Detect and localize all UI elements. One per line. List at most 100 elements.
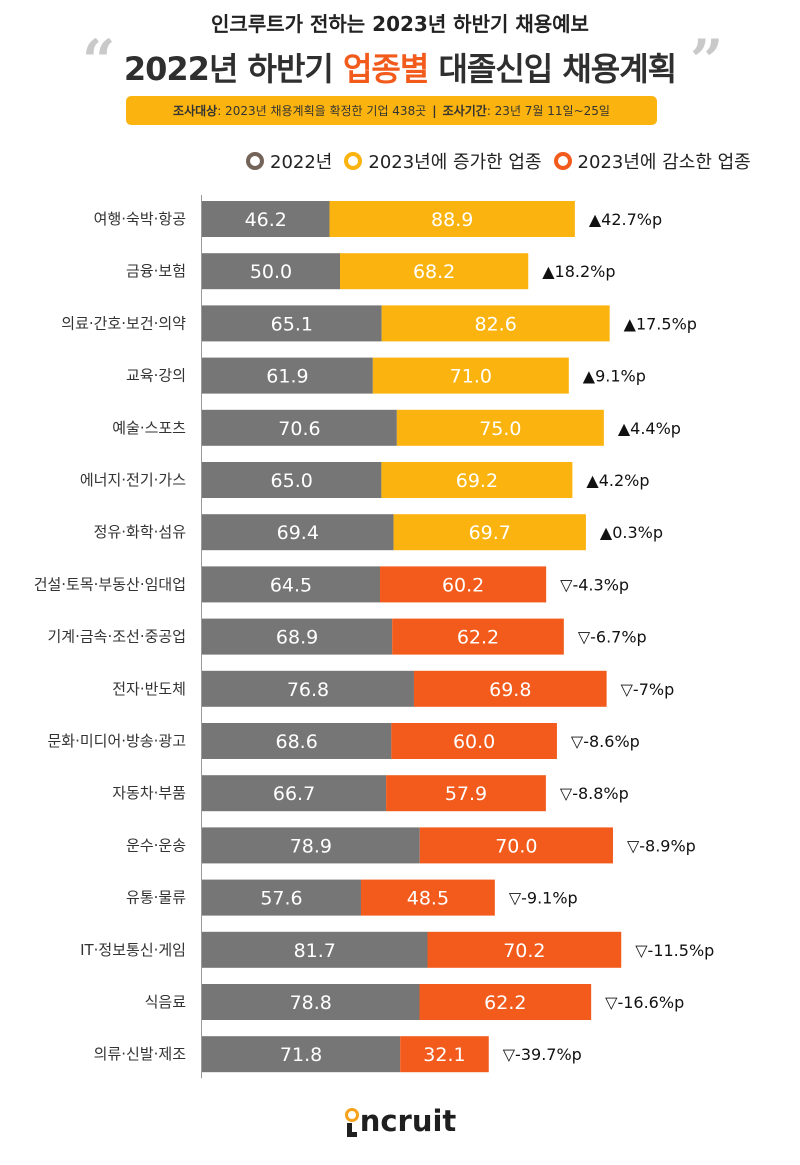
value-label-2023: 57.9	[445, 783, 487, 805]
survey-info-bar: 조사대상 : 2023년 채용계획을 확정한 기업 438곳 | 조사기간 : …	[126, 96, 657, 125]
logo-wordmark: ncruit	[344, 1104, 456, 1138]
bar-2023-increase	[340, 253, 529, 290]
bar-2022	[202, 931, 428, 968]
value-label-2022: 65.1	[271, 313, 313, 335]
close-quote-icon: ”	[690, 27, 724, 95]
bar-2023-decrease	[360, 879, 495, 916]
bar-2022	[202, 827, 420, 864]
bar-2023-decrease	[391, 723, 557, 759]
value-label-2023: 60.0	[453, 731, 495, 753]
bar-2022	[202, 462, 382, 498]
category-label: 금융·보험	[126, 262, 186, 280]
chart-legend: 2022년 2023년에 증가한 업종 2023년에 감소한 업종	[246, 148, 763, 174]
value-label-2023: 70.2	[503, 940, 545, 962]
value-label-2022: 69.4	[277, 522, 319, 544]
bar-2022	[202, 618, 393, 655]
change-label: ▽-8.8%p	[560, 784, 629, 803]
value-label-2023: 69.2	[456, 470, 498, 492]
value-label-2022: 78.9	[290, 835, 332, 857]
supertitle: 인크루트가 전하는 2023년 하반기 채용예보	[211, 12, 589, 36]
legend-label-2022: 2022년	[270, 152, 333, 173]
value-label-2022: 68.9	[276, 627, 318, 649]
bar-2023-increase	[396, 409, 604, 446]
change-label: ▽-6.7%p	[578, 628, 647, 647]
change-label: ▲4.2%p	[586, 471, 649, 490]
bar-2022	[202, 357, 373, 394]
legend-item-increase: 2023년에 증가한 업종	[344, 148, 542, 174]
bar-2023-decrease	[419, 827, 613, 864]
bar-2022	[202, 775, 387, 812]
change-label: ▽-9.1%p	[509, 889, 578, 908]
legend-ring-icon-2022	[246, 152, 264, 170]
open-quote-icon: “	[82, 27, 116, 95]
value-label-2022: 70.6	[278, 418, 320, 440]
bar-2022	[202, 670, 414, 707]
change-label: ▽-7%p	[621, 680, 675, 699]
bar-2022	[202, 201, 330, 237]
bar-2023-increase	[381, 462, 573, 498]
value-label-2022: 66.7	[273, 783, 315, 805]
bar-2023-decrease	[419, 984, 592, 1020]
legend-label-increase: 2023년에 증가한 업종	[368, 152, 542, 173]
page-title: 2022년 하반기 업종별 대졸신입 채용계획	[0, 44, 800, 90]
category-label: 정유·화학·섬유	[94, 523, 187, 541]
category-label: 자동차·부품	[112, 784, 186, 802]
title-pre: 2022년 하반기	[123, 50, 343, 88]
legend-item-decrease: 2023년에 감소한 업종	[553, 148, 751, 174]
bar-2023-decrease	[392, 618, 564, 655]
bar-2022	[202, 1036, 401, 1073]
bar-2023-decrease	[400, 1036, 489, 1073]
title-post: 대졸신입 채용계획	[428, 50, 677, 88]
category-label: 예술·스포츠	[112, 419, 186, 437]
value-label-2023: 69.7	[469, 522, 511, 544]
bar-2023-increase	[393, 514, 586, 551]
survey-separator: |	[432, 103, 437, 118]
value-label-2022: 64.5	[270, 574, 312, 596]
value-label-2022: 76.8	[287, 679, 329, 701]
value-label-2023: 62.2	[484, 992, 526, 1014]
category-label: 식음료	[145, 993, 187, 1011]
category-label: 운수·운송	[126, 836, 186, 854]
legend-ring-icon-increase	[344, 152, 363, 170]
change-label: ▽-39.7%p	[503, 1045, 582, 1064]
category-label: 의료·간호·보건·의약	[61, 314, 186, 332]
value-label-2022: 68.6	[276, 731, 318, 753]
value-label-2023: 75.0	[479, 418, 521, 440]
value-label-2023: 88.9	[431, 209, 473, 231]
value-label-2022: 50.0	[250, 261, 292, 283]
change-label: ▽-8.9%p	[627, 836, 696, 855]
bar-2023-increase	[372, 357, 569, 394]
category-label: IT·정보통신·게임	[80, 941, 186, 959]
value-label-2022: 81.7	[294, 940, 336, 962]
value-label-2023: 48.5	[407, 888, 449, 910]
bar-2022	[202, 305, 382, 342]
category-label: 전자·반도체	[112, 680, 186, 698]
value-label-2022: 57.6	[260, 888, 302, 910]
value-label-2023: 82.6	[475, 313, 517, 335]
bar-2022	[202, 514, 394, 551]
title-highlight: 업종별	[342, 50, 429, 88]
change-label: ▽-16.6%p	[605, 993, 684, 1012]
category-label: 기계·금속·조선·중공업	[47, 628, 186, 646]
survey-period-label: 조사기간	[442, 104, 487, 118]
value-label-2023: 70.0	[495, 835, 537, 857]
legend-ring-icon-decrease	[553, 152, 572, 170]
change-label: ▲18.2%p	[542, 262, 615, 281]
survey-target-label: 조사대상	[173, 104, 218, 118]
value-label-2023: 32.1	[423, 1044, 465, 1066]
incruit-logo: ncruit	[0, 1104, 800, 1142]
bar-2023-decrease	[386, 775, 546, 812]
bar-2023-increase	[381, 305, 610, 342]
survey-period-value: : 23년 7월 11일~25일	[486, 104, 610, 118]
bar-2023-increase	[329, 201, 575, 237]
value-label-2023: 68.2	[413, 261, 455, 283]
value-label-2023: 71.0	[450, 366, 492, 388]
survey-target-value: : 2023년 채용계획을 확정한 기업 438곳	[217, 104, 427, 118]
value-label-2022: 71.8	[280, 1044, 322, 1066]
change-label: ▲4.4%p	[618, 419, 681, 438]
change-label: ▲0.3%p	[600, 523, 663, 542]
bar-2023-decrease	[380, 566, 547, 603]
change-label: ▽-8.6%p	[571, 732, 640, 751]
bar-2022	[202, 566, 381, 603]
change-label: ▽-4.3%p	[560, 575, 629, 594]
